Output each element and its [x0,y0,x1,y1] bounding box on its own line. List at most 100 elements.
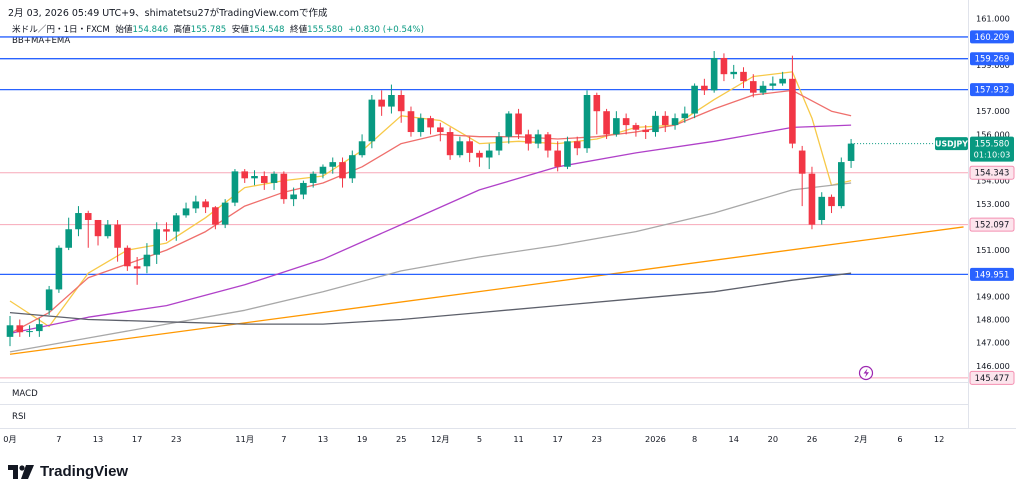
candle-body [114,224,121,248]
candle [153,222,160,264]
candle-body [221,202,229,225]
symbol-legend: 米ドル／円・1日・FXCM 始値154.846 高値155.785 安値154.… [12,23,424,35]
candle-body [339,162,346,179]
candle [260,171,268,190]
candle [75,206,82,237]
candle-body [818,196,826,220]
candle [749,74,757,98]
candle-body [701,85,708,91]
tradingview-logo: TradingView [8,463,128,480]
candle-body [456,141,464,156]
candle-body [378,99,385,107]
candle-body [270,173,278,183]
candle [789,55,796,149]
candle [446,127,454,160]
candle [280,171,288,204]
candle [45,285,53,315]
candle [603,108,610,139]
candle-body [407,111,415,133]
candle-body [446,132,454,156]
candle [172,213,180,241]
candle [329,157,337,174]
x-tick-label-13: 17 [552,434,562,444]
candle-body [290,194,297,200]
candle [544,132,552,158]
candle [36,318,43,337]
candle-body [6,325,14,337]
indicator-label[interactable]: BB+MA+EMA [12,36,71,46]
close-label: 終値 [289,25,308,35]
candle [720,53,728,82]
x-tick-label-7: 13 [318,434,328,444]
candle-body [691,85,698,114]
candle [124,245,131,271]
candle-body [143,254,151,267]
x-tick-label-19: 26 [807,434,817,444]
candle-body [427,118,434,128]
candle-body [779,78,786,84]
x-tick-label-9: 25 [396,434,406,444]
candle [378,90,385,116]
level-tag-text: 149.951 [975,269,1010,279]
level-tag-box [969,217,1015,232]
level-tag-box [970,30,1014,44]
x-tick-label-21: 6 [897,434,902,444]
level-price-tag-4: 152.097 [969,217,1015,232]
candle [290,187,297,207]
candle-body [789,78,796,144]
candle [300,180,307,200]
candle-body [241,171,249,179]
candle-body [26,331,33,333]
candle-body [231,171,239,203]
candle-body [36,324,43,332]
y-tick-label-4: 154.000 [976,176,1010,186]
candle [466,136,473,163]
candle-body [730,71,738,75]
candle [613,111,620,137]
candle-body [329,162,337,167]
x-tick-label-4: 23 [171,434,181,444]
candle-body [632,125,640,130]
level-tag-box [970,83,1014,97]
x-tick-label-10: 12月 [431,434,450,444]
y-tick-label-7: 149.000 [976,291,1010,301]
ma-purple-line [9,124,852,335]
rsi-pane-label[interactable]: RSI [12,412,26,422]
candle [241,169,249,183]
macd-pane-label[interactable]: MACD [12,389,38,399]
symbol-tag-text: USDJPY [935,140,968,149]
candle-body [652,115,659,133]
candle-body [798,150,806,174]
x-tick-label-2: 13 [93,434,103,444]
candle-body [828,196,835,207]
x-tick-label-3: 17 [132,434,142,444]
candle [779,71,786,86]
candle [221,199,229,229]
candle-body [16,325,24,333]
candle-body [153,229,160,255]
symbol-name[interactable]: 米ドル／円・1日・FXCM [12,25,110,35]
candle-body [55,247,63,290]
price-tag-value: 155.580 [975,139,1010,149]
candle [16,319,24,337]
candle-body [573,141,581,149]
candle [163,222,170,241]
y-tick-label-10: 146.000 [976,361,1010,371]
candle-body [75,213,82,230]
ma-gray-line [9,182,852,353]
candle-body [94,219,102,237]
low-value: 154.548 [248,25,285,35]
candle-body [388,95,395,107]
candle-body [124,247,131,267]
candle-body [133,266,141,269]
y-tick-label-3: 156.000 [976,129,1010,139]
candle [143,243,151,274]
candle [661,111,669,133]
candle [554,141,561,172]
ma-yellow-line [9,71,852,328]
candle [622,113,630,135]
candle [828,194,835,214]
x-tick-label-5: 11月 [235,434,254,444]
